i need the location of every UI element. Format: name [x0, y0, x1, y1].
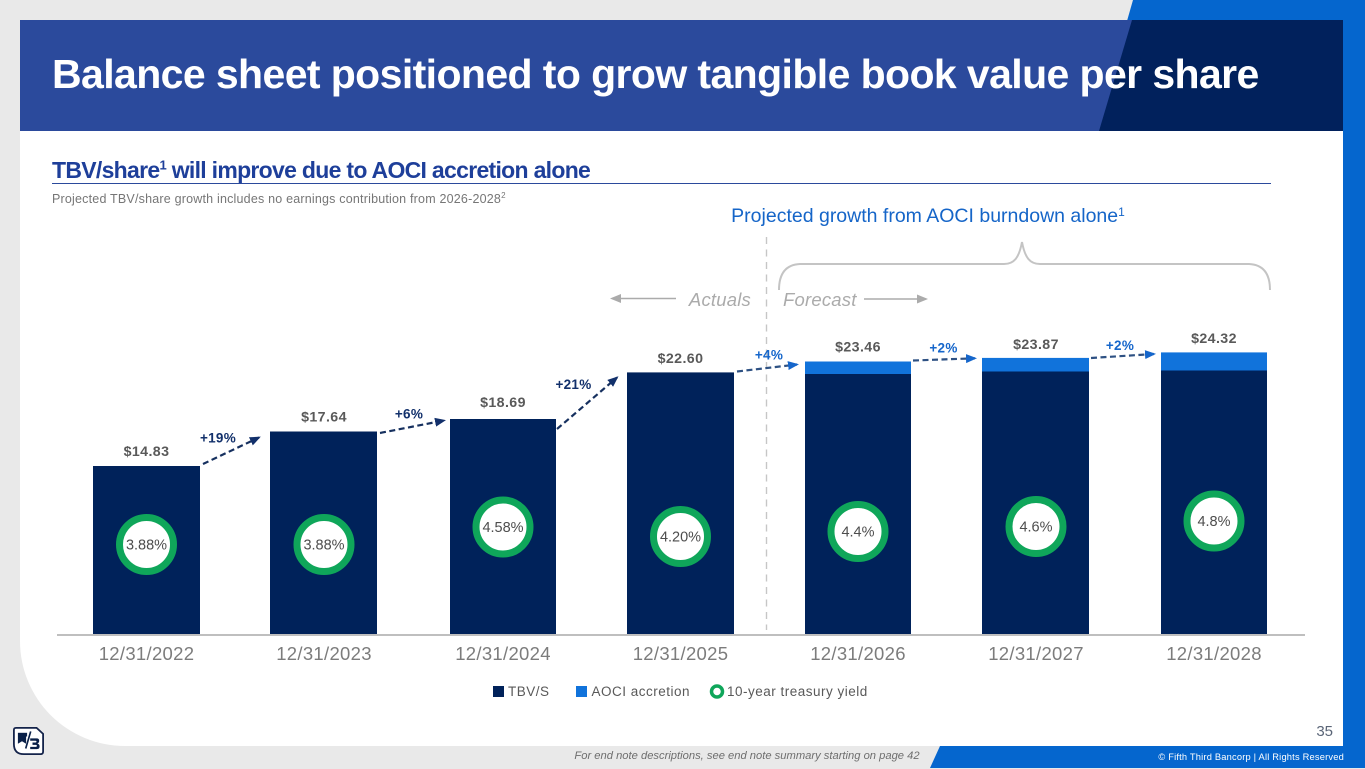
svg-text:3.88%: 3.88% [126, 538, 167, 554]
svg-text:4.6%: 4.6% [1019, 520, 1052, 536]
svg-text:Projected growth from AOCI bur: Projected growth from AOCI burndown alon… [731, 205, 1125, 227]
svg-text:12/31/2028: 12/31/2028 [1166, 643, 1262, 664]
svg-text:10-year treasury yield: 10-year treasury yield [727, 684, 868, 699]
svg-text:+21%: +21% [555, 377, 591, 392]
svg-text:+2%: +2% [1106, 338, 1134, 353]
svg-text:4.20%: 4.20% [660, 530, 701, 546]
svg-text:+6%: +6% [395, 407, 423, 422]
svg-text:TBV/S: TBV/S [508, 684, 550, 699]
svg-text:4.8%: 4.8% [1197, 514, 1230, 530]
svg-text:Actuals: Actuals [688, 289, 751, 310]
svg-text:$14.83: $14.83 [124, 444, 170, 460]
svg-text:$24.32: $24.32 [1191, 331, 1237, 347]
svg-text:Forecast: Forecast [783, 289, 857, 310]
svg-text:12/31/2022: 12/31/2022 [99, 643, 195, 664]
svg-text:+4%: +4% [755, 348, 783, 363]
svg-text:AOCI accretion: AOCI accretion [592, 684, 691, 699]
svg-text:12/31/2026: 12/31/2026 [810, 643, 906, 664]
svg-text:+2%: +2% [929, 341, 957, 356]
svg-text:12/31/2024: 12/31/2024 [455, 643, 551, 664]
svg-text:12/31/2023: 12/31/2023 [276, 643, 372, 664]
svg-text:12/31/2025: 12/31/2025 [633, 643, 729, 664]
svg-text:$17.64: $17.64 [301, 410, 347, 426]
svg-text:4.4%: 4.4% [841, 525, 874, 541]
svg-text:+19%: +19% [200, 431, 236, 446]
svg-text:4.58%: 4.58% [482, 520, 523, 536]
svg-text:$18.69: $18.69 [480, 395, 526, 411]
svg-text:12/31/2027: 12/31/2027 [988, 643, 1084, 664]
svg-text:$22.60: $22.60 [658, 351, 704, 367]
svg-text:$23.87: $23.87 [1013, 337, 1059, 353]
svg-text:$23.46: $23.46 [835, 339, 881, 355]
svg-text:3.88%: 3.88% [303, 538, 344, 554]
